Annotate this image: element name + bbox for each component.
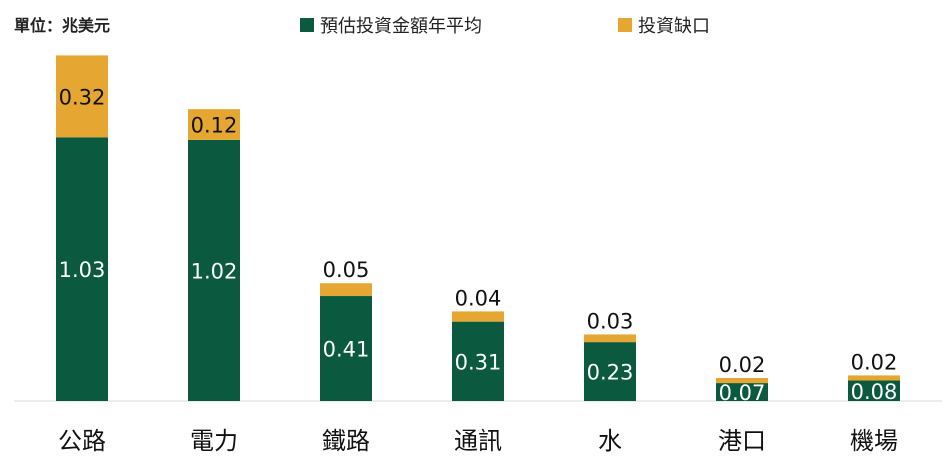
- data-label-gap-4: 0.03: [587, 309, 634, 333]
- category-label-6: 機場: [850, 427, 898, 455]
- data-label-gap-1: 0.12: [191, 114, 238, 138]
- data-label-gap-0: 0.32: [59, 85, 106, 109]
- bar-gap-2: [320, 283, 372, 297]
- bar-investment-1: [188, 139, 240, 401]
- legend-swatch-gap: [618, 18, 632, 32]
- category-label-2: 鐵路: [322, 427, 370, 455]
- bar-investment-5: [716, 383, 768, 401]
- bar-gap-5: [716, 377, 768, 384]
- bar-investment-4: [584, 342, 636, 401]
- legend-item-gap: 投資缺口: [618, 12, 710, 38]
- data-label-gap-2: 0.05: [323, 258, 370, 282]
- bar-investment-6: [848, 380, 900, 401]
- data-label-investment-2: 0.41: [323, 338, 370, 362]
- bar-gap-6: [848, 375, 900, 381]
- category-label-0: 公路: [58, 427, 106, 455]
- data-label-investment-6: 0.08: [851, 380, 898, 404]
- data-label-investment-3: 0.31: [455, 350, 502, 374]
- data-label-gap-5: 0.02: [719, 353, 766, 377]
- bar-investment-3: [452, 321, 504, 401]
- legend-label-investment: 預估投資金額年平均: [320, 16, 482, 37]
- bar-gap-4: [584, 334, 636, 343]
- data-label-gap-3: 0.04: [455, 286, 502, 310]
- data-label-investment-5: 0.07: [719, 381, 766, 405]
- legend-label-gap: 投資缺口: [638, 16, 710, 37]
- bar-investment-2: [320, 296, 372, 401]
- bar-gap-3: [452, 311, 504, 322]
- bar-gap-0: [56, 55, 108, 138]
- unit-label: 單位：兆美元: [14, 16, 111, 35]
- data-label-gap-6: 0.02: [851, 350, 898, 374]
- data-label-investment-0: 1.03: [59, 258, 106, 282]
- category-label-4: 水: [598, 427, 622, 455]
- legend-swatch-investment: [300, 18, 314, 32]
- category-label-5: 港口: [718, 427, 766, 455]
- category-label-3: 通訊: [454, 427, 502, 455]
- category-label-1: 電力: [190, 427, 238, 455]
- data-label-investment-1: 1.02: [191, 259, 238, 283]
- bar-gap-1: [188, 109, 240, 140]
- bar-investment-0: [56, 137, 108, 401]
- data-label-investment-4: 0.23: [587, 361, 634, 385]
- legend-item-investment: 預估投資金額年平均: [300, 12, 482, 38]
